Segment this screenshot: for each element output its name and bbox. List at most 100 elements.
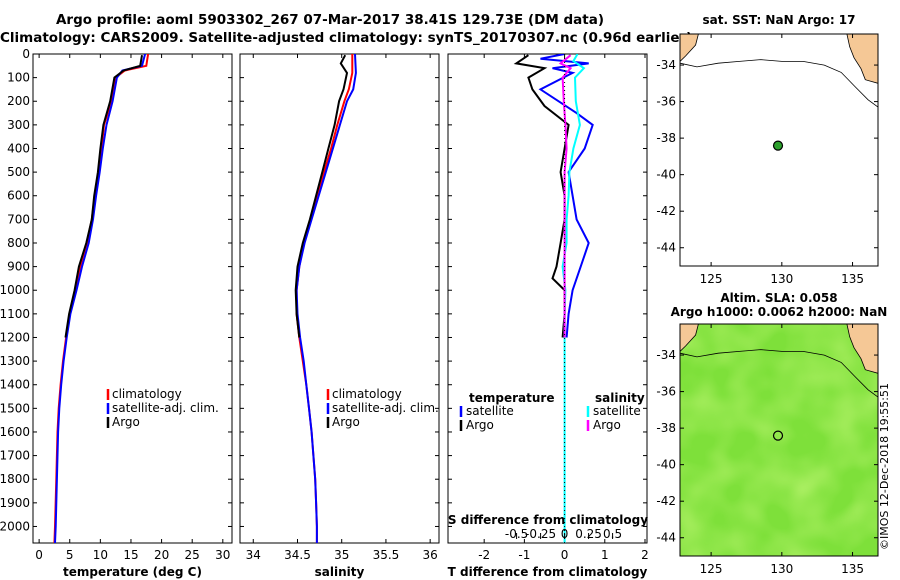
legend-label: satellite: [593, 404, 641, 418]
secondary-axis-label: S difference from climatology: [448, 513, 648, 527]
panel-frame: [32, 53, 233, 544]
x-tick-label: 2: [641, 548, 649, 562]
legend-label: climatology: [112, 387, 182, 401]
x-tick-label: 5: [66, 548, 74, 562]
lat-tick-label: -36: [656, 95, 676, 109]
lat-tick-label: -44: [656, 241, 676, 255]
x-tick-label: 25: [185, 548, 200, 562]
x-tick-label: 20: [154, 548, 169, 562]
series-line-t-argo: [513, 54, 570, 338]
depth-tick-label: 1100: [0, 307, 30, 321]
x-tick-label: -2: [478, 548, 490, 562]
secondary-tick-label: 0.25: [575, 527, 602, 541]
shelf-contour: [679, 349, 879, 398]
panel-frame: [239, 53, 440, 544]
map-sst_map: -34 -36 -38 -40 -42 -44 125 130 135 sat. SST: NaN…: [656, 13, 879, 286]
credit-text-box: ©IMOS 12-Dec-2018 19:55:51: [878, 360, 898, 550]
series-line-satellite-adj-clim-: [54, 54, 147, 543]
series-line-argo: [294, 54, 349, 338]
argo-position-marker: [772, 430, 784, 441]
depth-tick-label: 900: [7, 260, 30, 274]
depth-tick-label: 600: [7, 189, 30, 203]
lat-tick-label: -40: [656, 168, 676, 182]
plot-title-line1: Argo profile: aoml 5903302_267 07-Mar-20…: [55, 12, 604, 28]
lat-tick-label: -34: [656, 348, 676, 362]
depth-tick-label: 1500: [0, 401, 30, 415]
x-tick-label: 36: [423, 548, 438, 562]
x-tick-label: 1: [601, 548, 609, 562]
lat-tick-label: -36: [656, 385, 676, 399]
depth-tick-label: 700: [7, 212, 30, 226]
lat-tick-label: -44: [656, 531, 676, 545]
lat-tick-label: -38: [656, 131, 676, 145]
legend-label: Argo: [593, 418, 621, 432]
lon-tick-label: 130: [770, 562, 793, 576]
lon-tick-label: 135: [841, 562, 864, 576]
panel-salinity: 34 34.5 35 35.5 36 salinity climatologysatelli…: [239, 53, 440, 579]
legend-label: satellite-adj. clim.: [112, 401, 219, 415]
x-tick-label: 0: [35, 548, 43, 562]
series-group: [53, 54, 150, 543]
depth-tick-label: 1400: [0, 378, 30, 392]
series-line-s-satellite: [561, 54, 586, 543]
lon-tick-label: 130: [770, 272, 793, 286]
x-tick-label: 30: [215, 548, 230, 562]
map-sla_map: -34 -36 -38 -40 -42 -44 125 130 135 Altim. SLA: 0…: [656, 291, 887, 576]
x-tick-label: 35: [334, 548, 349, 562]
depth-tick-label: 300: [7, 118, 30, 132]
depth-tick-label: 1800: [0, 472, 30, 486]
map-title: sat. SST: NaN Argo: 17: [702, 13, 855, 27]
depth-tick-label: 500: [7, 165, 30, 179]
x-tick-label: 34: [246, 548, 261, 562]
lat-tick-label: -42: [656, 204, 676, 218]
legend-label: satellite-adj. clim.: [332, 401, 439, 415]
depth-tick-label: 200: [7, 94, 30, 108]
plot-title-line2: Climatology: CARS2009. Satellite-adjuste…: [0, 30, 693, 46]
x-axis-label: temperature (deg C): [63, 565, 202, 579]
lon-tick-label: 125: [700, 272, 723, 286]
panel-frame: [447, 53, 648, 544]
argo-position-marker: [772, 140, 784, 151]
panel-temperature: 0100200300400500600700800900100011001200…: [0, 47, 233, 579]
series-line-argo: [64, 55, 143, 338]
x-tick-label: 15: [123, 548, 138, 562]
x-axis-label: T difference from climatology: [448, 565, 648, 579]
map-frame: [679, 323, 879, 557]
depth-tick-label: 1200: [0, 330, 30, 344]
x-tick-label: -1: [518, 548, 530, 562]
depth-tick-label: 1000: [0, 283, 30, 297]
lat-tick-label: -40: [656, 458, 676, 472]
lat-tick-label: -34: [656, 58, 676, 72]
legend-title-temperature: temperature: [469, 391, 554, 405]
panel-difference: -2 -1 0 1 2 T difference from climatology temp…: [447, 53, 649, 579]
secondary-tick-label: 0: [561, 527, 569, 541]
legend-label: Argo: [466, 418, 494, 432]
secondary-tick-label: 0.5: [603, 527, 622, 541]
lon-tick-label: 125: [700, 562, 723, 576]
lat-tick-label: -38: [656, 421, 676, 435]
depth-tick-label: 1700: [0, 449, 30, 463]
depth-tick-label: 1900: [0, 496, 30, 510]
secondary-tick-label: -0.5: [505, 527, 528, 541]
legend-label: Argo: [332, 415, 360, 429]
depth-tick-label: 0: [22, 47, 30, 61]
x-tick-label: 35.5: [373, 548, 400, 562]
depth-tick-label: 1600: [0, 425, 30, 439]
depth-tick-label: 400: [7, 141, 30, 155]
lat-tick-label: -42: [656, 494, 676, 508]
x-tick-label: 10: [93, 548, 108, 562]
map-title-line2: Argo h1000: 0.0062 h2000: NaN: [671, 305, 888, 319]
map-title-line1: Altim. SLA: 0.058: [720, 291, 837, 305]
lon-tick-label: 135: [841, 272, 864, 286]
legend-label: climatology: [332, 387, 402, 401]
depth-tick-label: 100: [7, 71, 30, 85]
depth-tick-label: 2000: [0, 519, 30, 533]
legend-label: satellite: [466, 404, 514, 418]
legend-title-salinity: salinity: [595, 391, 645, 405]
depth-tick-label: 1300: [0, 354, 30, 368]
depth-tick-label: 800: [7, 236, 30, 250]
series-group: [294, 54, 357, 543]
credit-text: ©IMOS 12-Dec-2018 19:55:51: [878, 383, 891, 550]
x-axis-label: salinity: [315, 565, 365, 579]
